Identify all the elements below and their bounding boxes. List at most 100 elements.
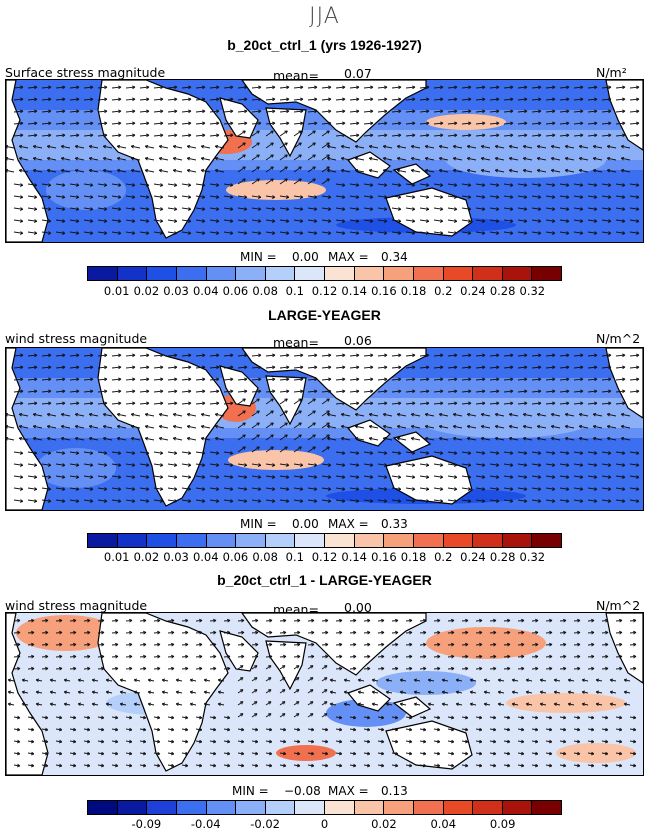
colorbar-swatch xyxy=(325,267,355,280)
colorbar-swatch xyxy=(384,534,414,547)
panel-2-title: LARGE-YEAGER xyxy=(268,307,381,323)
colorbar-swatch xyxy=(176,801,207,814)
panel-1-min-label: MIN = xyxy=(240,250,277,264)
colorbar-tick-label: 0.04 xyxy=(430,817,457,831)
colorbar-swatch xyxy=(413,801,444,814)
panel-2-min-label: MIN = xyxy=(240,517,277,531)
colorbar-tick-label: 0.02 xyxy=(133,284,160,298)
colorbar-swatch xyxy=(354,534,385,547)
panel-1-colorbar xyxy=(87,266,562,281)
panel-3-map xyxy=(5,612,644,776)
land-masses xyxy=(6,613,643,775)
colorbar-swatch xyxy=(147,534,177,547)
panel-3-variable-label: wind stress magnitude xyxy=(5,598,148,613)
colorbar-swatch xyxy=(413,534,444,547)
colorbar-swatch xyxy=(236,801,266,814)
panel-1-colorbar-ticks: 0.01 0.02 0.03 0.04 0.06 0.08 0.1 0.12 0.14 0.16 0… xyxy=(87,284,562,298)
colorbar-swatch xyxy=(443,267,474,280)
colorbar-swatch xyxy=(325,534,355,547)
colorbar-swatch xyxy=(384,267,414,280)
colorbar-swatch xyxy=(206,534,237,547)
colorbar-tick-label: 0.02 xyxy=(133,550,160,564)
colorbar-tick-label: 0.2 xyxy=(434,550,453,564)
panel-2-variable-label: wind stress magnitude xyxy=(5,331,148,346)
wind-vectors xyxy=(6,353,640,503)
colorbar-tick-label: 0.16 xyxy=(371,284,397,298)
panel-3-colorbar-ticks: -0.09 -0.04 -0.02 0 0.02 0.04 0.09 xyxy=(87,817,562,831)
panel-2-units: N/m^2 xyxy=(596,331,641,346)
colorbar-swatch xyxy=(443,801,474,814)
colorbar-swatch xyxy=(147,801,177,814)
colorbar-swatch xyxy=(502,534,533,547)
panel-3-title: b_20ct_ctrl_1 - LARGE-YEAGER xyxy=(217,572,432,588)
colorbar-swatch xyxy=(354,801,385,814)
panel-1-max-label: MAX = xyxy=(328,250,369,264)
colorbar-tick-label: 0.01 xyxy=(103,284,130,298)
panel-3-max-value: 0.13 xyxy=(381,784,408,798)
panel-1-variable-label: Surface stress magnitude xyxy=(5,65,166,80)
panel-1-units: N/m² xyxy=(596,65,627,80)
colorbar-tick-label: 0.03 xyxy=(163,550,189,564)
colorbar-swatch xyxy=(295,801,325,814)
colorbar-swatch xyxy=(443,534,474,547)
panel-2-max-label: MAX = xyxy=(328,517,369,531)
colorbar-swatch xyxy=(473,267,503,280)
season-title: JJA xyxy=(309,4,340,29)
panel-2-max-value: 0.33 xyxy=(381,517,408,531)
colorbar-tick-label: 0.01 xyxy=(103,550,130,564)
colorbar-tick-label: 0.18 xyxy=(400,550,427,564)
panel-3-min-label: MIN = xyxy=(232,784,269,798)
panel-2-colorbar xyxy=(87,533,562,548)
colorbar-tick-label: 0.24 xyxy=(460,284,486,298)
panel-2-colorbar-ticks: 0.01 0.02 0.03 0.04 0.06 0.08 0.1 0.12 0.14 0.16 0… xyxy=(87,550,562,564)
colorbar-tick-label: 0.14 xyxy=(341,550,367,564)
colorbar-swatch xyxy=(265,534,296,547)
colorbar-swatch xyxy=(236,267,266,280)
colorbar-tick-label: -0.04 xyxy=(190,817,221,831)
colorbar-tick-label: 0.12 xyxy=(311,550,338,564)
colorbar-swatch xyxy=(117,534,148,547)
panel-1-map xyxy=(5,79,644,243)
colorbar-swatch xyxy=(473,534,503,547)
colorbar-tick-label: 0.04 xyxy=(192,550,219,564)
colorbar-tick-label: 0.03 xyxy=(163,284,189,298)
panel-3-colorbar xyxy=(87,800,562,815)
colorbar-swatch xyxy=(206,267,237,280)
colorbar-swatch xyxy=(502,267,533,280)
colorbar-swatch xyxy=(473,801,503,814)
colorbar-swatch xyxy=(532,801,561,814)
colorbar-tick-label: 0.02 xyxy=(371,817,397,831)
panel-2-mean-value: 0.06 xyxy=(344,333,372,348)
colorbar-tick-label: 0.06 xyxy=(222,284,249,298)
panel-3-mean-value: 0.00 xyxy=(344,600,372,615)
panel-3-min-value: −0.08 xyxy=(284,784,321,798)
colorbar-tick-label: 0.28 xyxy=(489,550,516,564)
colorbar-tick-label: 0.16 xyxy=(371,550,397,564)
panel-1-title: b_20ct_ctrl_1 (yrs 1926-1927) xyxy=(227,37,422,53)
colorbar-tick-label: 0.1 xyxy=(285,550,304,564)
panel-1-min-value: 0.00 xyxy=(292,250,319,264)
colorbar-swatch xyxy=(88,801,118,814)
colorbar-swatch xyxy=(413,267,444,280)
panel-1-max-value: 0.34 xyxy=(381,250,408,264)
colorbar-swatch xyxy=(265,801,296,814)
colorbar-tick-label: 0.2 xyxy=(434,284,453,298)
colorbar-tick-label: 0.18 xyxy=(400,284,427,298)
panel-2-map xyxy=(5,347,644,511)
colorbar-swatch xyxy=(176,534,207,547)
colorbar-tick-label: 0.32 xyxy=(519,550,546,564)
colorbar-tick-label: 0.09 xyxy=(489,817,516,831)
colorbar-tick-label: 0.24 xyxy=(460,550,486,564)
colorbar-tick-label: 0.08 xyxy=(252,284,278,298)
colorbar-swatch xyxy=(265,267,296,280)
colorbar-tick-label: 0.1 xyxy=(285,284,304,298)
colorbar-tick-label: 0.28 xyxy=(489,284,516,298)
colorbar-swatch xyxy=(147,267,177,280)
colorbar-tick-label: 0 xyxy=(320,817,329,831)
colorbar-swatch xyxy=(176,267,207,280)
colorbar-swatch xyxy=(236,534,266,547)
colorbar-swatch xyxy=(117,801,148,814)
colorbar-tick-label: -0.02 xyxy=(250,817,281,831)
colorbar-swatch xyxy=(295,267,325,280)
panel-3-max-label: MAX = xyxy=(328,784,369,798)
